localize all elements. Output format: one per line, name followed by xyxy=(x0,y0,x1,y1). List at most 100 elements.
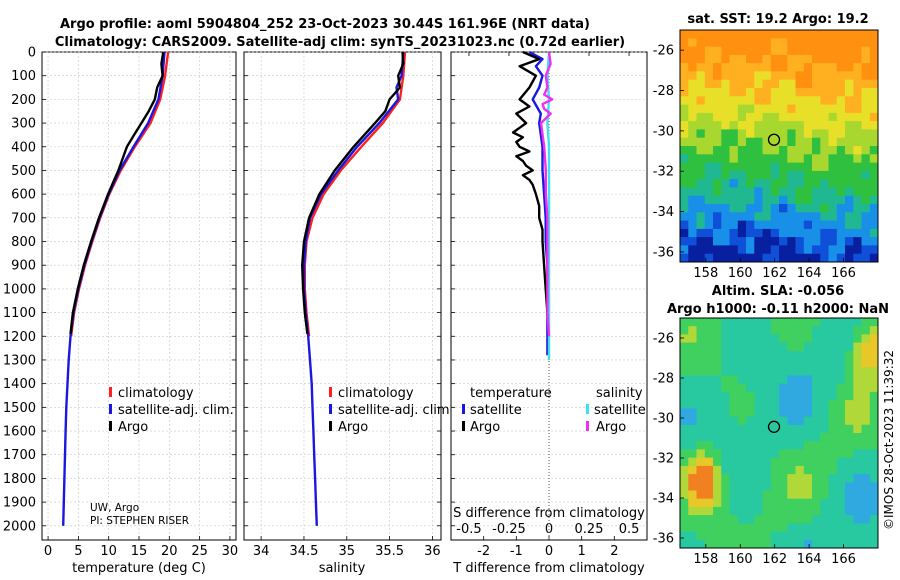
temperature-legend: climatology satellite-adj. clim. Argo xyxy=(109,386,234,435)
map-cell xyxy=(770,490,780,500)
map-cell xyxy=(779,350,788,360)
map-cell xyxy=(845,318,854,327)
map-cell xyxy=(845,359,854,368)
map-cell xyxy=(787,71,797,81)
map-cell xyxy=(696,154,706,164)
map-cell xyxy=(737,457,747,467)
map-cell xyxy=(696,523,706,533)
map-cell xyxy=(787,424,797,434)
map-cell xyxy=(704,121,714,130)
map-cell xyxy=(861,334,871,344)
map-cell xyxy=(746,96,755,106)
salinity-x-ticks: 34 34.5 35 35.5 36 xyxy=(244,51,441,559)
map-cell xyxy=(853,146,863,155)
map-cell xyxy=(869,367,878,377)
map-cell xyxy=(688,490,698,500)
map-cell xyxy=(688,383,698,393)
map-cell xyxy=(787,112,797,122)
map-cell xyxy=(729,96,739,106)
map-cell xyxy=(828,433,838,442)
map-cell xyxy=(721,433,731,442)
map-cell xyxy=(704,162,714,172)
map-cell xyxy=(737,424,747,434)
map-cell xyxy=(787,391,797,401)
map-cell xyxy=(779,38,788,48)
map-cell xyxy=(762,245,772,255)
map-cell xyxy=(754,245,764,255)
map-cell xyxy=(696,433,706,442)
map-cell xyxy=(713,383,722,393)
map-cell xyxy=(828,318,838,327)
map-cell xyxy=(853,334,863,344)
map-cell xyxy=(754,449,764,459)
map-cell xyxy=(688,121,698,130)
legend-climatology: climatology xyxy=(338,386,414,401)
lon-tick-label: 162 xyxy=(762,266,787,281)
map-cell xyxy=(704,253,714,262)
lon-tick-label: 166 xyxy=(831,266,856,281)
map-cell xyxy=(721,63,731,72)
timestamp: ©IMOS 28-Oct-2023 11:39:32 xyxy=(882,350,896,530)
map-cell xyxy=(861,391,871,401)
temperature-xlabel: temperature (deg C) xyxy=(72,561,206,576)
series-line-argo xyxy=(301,51,405,335)
map-cell xyxy=(737,391,747,401)
map-cell xyxy=(754,498,764,508)
map-cell xyxy=(828,253,838,262)
map-cell xyxy=(779,71,788,81)
map-cell xyxy=(688,96,698,106)
lon-tick-label: 160 xyxy=(728,266,753,281)
map-cell xyxy=(787,334,797,344)
map-cell xyxy=(779,408,788,418)
x-tick-label: 2 xyxy=(610,544,618,559)
map-cell xyxy=(746,146,755,155)
map-cell xyxy=(696,318,706,327)
map-cell xyxy=(869,498,878,508)
map-cell xyxy=(803,253,813,262)
map-cell xyxy=(713,46,722,56)
map-cell xyxy=(828,162,838,172)
map-cell xyxy=(812,350,821,360)
map-cell xyxy=(770,112,780,122)
map-cell xyxy=(803,195,813,205)
map-cell xyxy=(845,237,854,246)
map-cell xyxy=(770,237,780,246)
map-cell xyxy=(737,416,747,426)
map-cell xyxy=(721,54,731,64)
map-cell xyxy=(836,54,846,64)
map-cell xyxy=(795,424,805,434)
s-tick-label: -0.25 xyxy=(492,522,526,537)
map-cell xyxy=(770,204,780,213)
map-cell xyxy=(729,162,739,172)
map-cell xyxy=(729,170,739,180)
map-cell xyxy=(688,416,698,426)
map-cell xyxy=(770,228,780,238)
map-cell xyxy=(696,342,706,352)
map-cell xyxy=(746,30,755,39)
map-cell xyxy=(820,350,830,360)
lon-tick-label: 164 xyxy=(797,266,822,281)
map-cell xyxy=(845,137,854,147)
map-cell xyxy=(762,137,772,147)
map-cell xyxy=(737,490,747,500)
map-cell xyxy=(787,375,797,385)
map-cell xyxy=(779,212,788,222)
map-cell xyxy=(795,220,805,230)
sst-float-marker xyxy=(767,133,781,146)
map-cell xyxy=(853,71,863,81)
map-cell xyxy=(787,350,797,360)
salinity-series xyxy=(301,51,407,526)
map-cell xyxy=(762,424,772,434)
map-cell xyxy=(828,237,838,246)
map-cell xyxy=(729,79,739,89)
map-cell xyxy=(836,204,846,213)
map-cell xyxy=(861,220,871,230)
map-cell xyxy=(680,54,689,64)
map-cell xyxy=(795,433,805,442)
map-cell xyxy=(696,79,706,89)
map-cell xyxy=(803,326,813,335)
map-cell xyxy=(713,170,722,180)
map-cell xyxy=(688,88,698,97)
map-cell xyxy=(737,137,747,147)
legend-swatch-climatology xyxy=(109,387,112,397)
